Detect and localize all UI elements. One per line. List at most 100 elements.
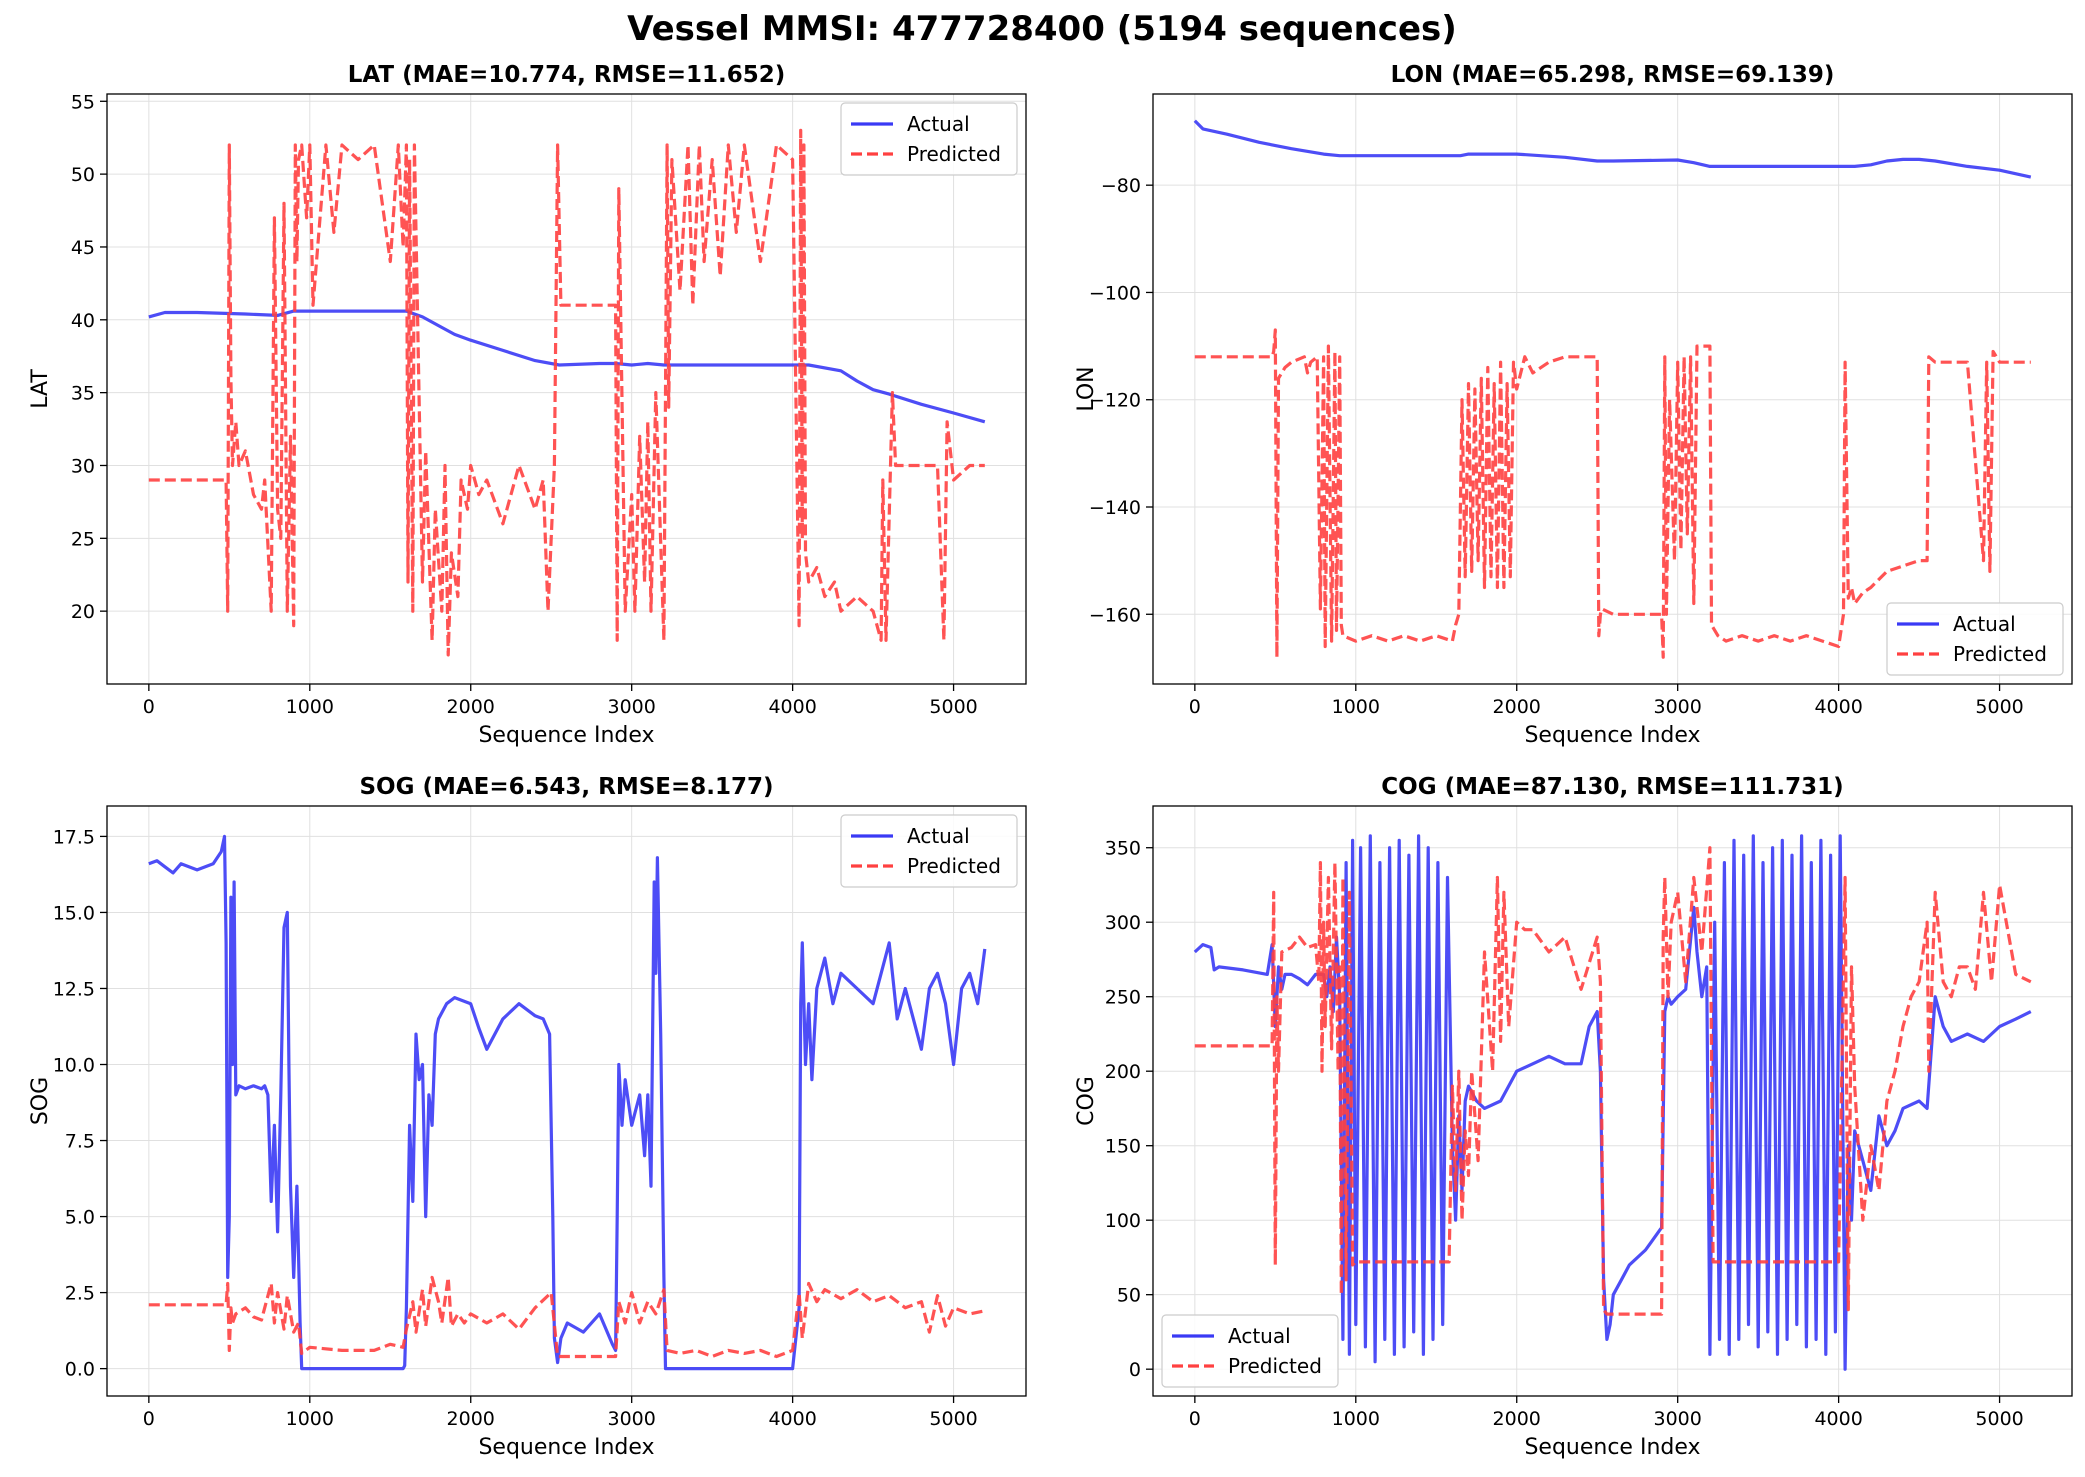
legend-box — [840, 102, 1018, 176]
legend-label-actual: Actual — [1228, 1324, 1291, 1348]
chart-lon-ylabel: LON — [1074, 366, 1099, 411]
figure-title: Vessel MMSI: 477728400 (5194 sequences) — [627, 9, 1457, 49]
y-tick-label: 35 — [71, 383, 95, 405]
x-tick-label: 0 — [1189, 696, 1201, 718]
x-tick-label: 1000 — [286, 696, 334, 718]
x-tick-label: 2000 — [1493, 696, 1541, 718]
x-tick-label: 2000 — [1493, 1408, 1541, 1430]
y-tick-label: 300 — [1105, 912, 1141, 934]
y-tick-label: 100 — [1105, 1210, 1141, 1232]
legend-label-actual: Actual — [907, 112, 970, 136]
chart-cog-xlabel: Sequence Index — [1524, 1435, 1700, 1460]
y-tick-label: 40 — [71, 310, 95, 332]
x-tick-label: 1000 — [1332, 696, 1380, 718]
chart-sog-xlabel: Sequence Index — [478, 1435, 654, 1460]
y-tick-label: −80 — [1101, 175, 1141, 197]
axes-frame — [106, 805, 1027, 1397]
chart-lon-series-actual — [1193, 119, 2032, 179]
chart-sog-legend: Actual Predicted — [840, 814, 1018, 888]
x-tick-label: 4000 — [1814, 1408, 1862, 1430]
chart-sog-title: SOG (MAE=6.543, RMSE=8.177) — [359, 774, 773, 800]
legend-label-actual: Actual — [907, 824, 970, 848]
legend-label-predicted: Predicted — [907, 142, 1001, 166]
y-tick-label: 0.0 — [65, 1359, 95, 1381]
legend-label-actual: Actual — [1953, 612, 2016, 636]
chart-lat-ylabel: LAT — [28, 369, 53, 409]
legend-label-predicted: Predicted — [1228, 1354, 1322, 1378]
chart-lat-legend: Actual Predicted — [840, 102, 1018, 176]
y-tick-label: 10.0 — [53, 1055, 95, 1077]
y-tick-label: −140 — [1089, 497, 1141, 519]
chart-cog-legend: Actual Predicted — [1161, 1314, 1339, 1388]
y-tick-label: 7.5 — [65, 1131, 95, 1153]
x-tick-label: 0 — [143, 1408, 155, 1430]
y-tick-label: 17.5 — [53, 826, 95, 848]
chart-lat-xlabel: Sequence Index — [478, 723, 654, 748]
x-tick-label: 3000 — [608, 696, 656, 718]
chart-cog-series-predicted — [1194, 846, 2032, 1316]
y-tick-label: 30 — [71, 455, 95, 477]
chart-lon-title: LON (MAE=65.298, RMSE=69.139) — [1391, 62, 1835, 88]
chart-sog-series-predicted — [148, 1275, 986, 1359]
chart-cog-ylabel: COG — [1074, 1076, 1099, 1126]
y-tick-label: 15.0 — [53, 902, 95, 924]
y-tick-label: 50 — [71, 164, 95, 186]
chart-lon-legend: Actual Predicted — [1886, 602, 2064, 676]
x-tick-label: 5000 — [929, 1408, 977, 1430]
y-tick-label: 150 — [1105, 1136, 1141, 1158]
x-tick-label: 5000 — [1975, 696, 2023, 718]
x-tick-label: 1000 — [1332, 1408, 1380, 1430]
legend-box — [1886, 602, 2064, 676]
chart-cog-title: COG (MAE=87.130, RMSE=111.731) — [1381, 774, 1843, 800]
y-tick-label: −160 — [1089, 604, 1141, 626]
legend-label-predicted: Predicted — [1953, 642, 2047, 666]
y-tick-label: 350 — [1105, 838, 1141, 860]
y-tick-label: 55 — [71, 91, 95, 113]
y-tick-label: −120 — [1089, 390, 1141, 412]
x-tick-label: 0 — [1189, 1408, 1201, 1430]
chart-lat-series-actual — [148, 309, 986, 424]
chart-lon-series-predicted — [1194, 328, 2031, 659]
legend-box — [1161, 1314, 1339, 1388]
x-tick-label: 2000 — [447, 1408, 495, 1430]
y-tick-label: 20 — [71, 601, 95, 623]
x-tick-label: 5000 — [1975, 1408, 2023, 1430]
y-tick-label: 12.5 — [53, 978, 95, 1000]
legend-label-predicted: Predicted — [907, 854, 1001, 878]
chart-cog-series-actual — [1193, 834, 2032, 1371]
y-tick-label: 25 — [71, 528, 95, 550]
chart-lat-series-predicted — [148, 128, 985, 657]
chart-sog-series-actual — [148, 834, 987, 1371]
y-tick-label: 2.5 — [65, 1283, 95, 1305]
x-tick-label: 3000 — [1654, 1408, 1702, 1430]
y-tick-label: 200 — [1105, 1061, 1141, 1083]
y-tick-label: −100 — [1089, 282, 1141, 304]
legend-box — [840, 814, 1018, 888]
chart-sog: 0 1000 2000 3000 4000 5000 0.0 2.5 5.0 7.5 10.0 12.… — [28, 774, 1027, 1460]
y-tick-label: 0 — [1129, 1359, 1141, 1381]
x-tick-label: 4000 — [1814, 696, 1862, 718]
x-tick-label: 4000 — [768, 1408, 816, 1430]
chart-lon-xlabel: Sequence Index — [1524, 723, 1700, 748]
x-tick-label: 4000 — [768, 696, 816, 718]
chart-lon: 0 1000 2000 3000 4000 5000 −160 −140 −120 −100 −80… — [1074, 62, 2073, 748]
x-tick-label: 2000 — [447, 696, 495, 718]
chart-lat: 0 1000 2000 3000 4000 5000 20 25 30 35 40 45 50 55 LAT… — [28, 62, 1027, 748]
x-tick-label: 3000 — [1654, 696, 1702, 718]
chart-sog-ylabel: SOG — [28, 1077, 53, 1125]
axes-frame — [106, 93, 1027, 685]
x-tick-label: 3000 — [608, 1408, 656, 1430]
x-tick-label: 1000 — [286, 1408, 334, 1430]
x-tick-label: 0 — [143, 696, 155, 718]
axes-frame — [1152, 93, 2073, 685]
chart-cog: 0 1000 2000 3000 4000 5000 0 50 100 150 200 250 300 3… — [1074, 774, 2073, 1460]
x-tick-label: 5000 — [929, 696, 977, 718]
y-tick-label: 50 — [1117, 1285, 1141, 1307]
axes-frame — [1152, 805, 2073, 1397]
y-tick-label: 5.0 — [65, 1207, 95, 1229]
y-tick-label: 45 — [71, 237, 95, 259]
chart-lat-title: LAT (MAE=10.774, RMSE=11.652) — [348, 62, 785, 88]
y-tick-label: 250 — [1105, 987, 1141, 1009]
